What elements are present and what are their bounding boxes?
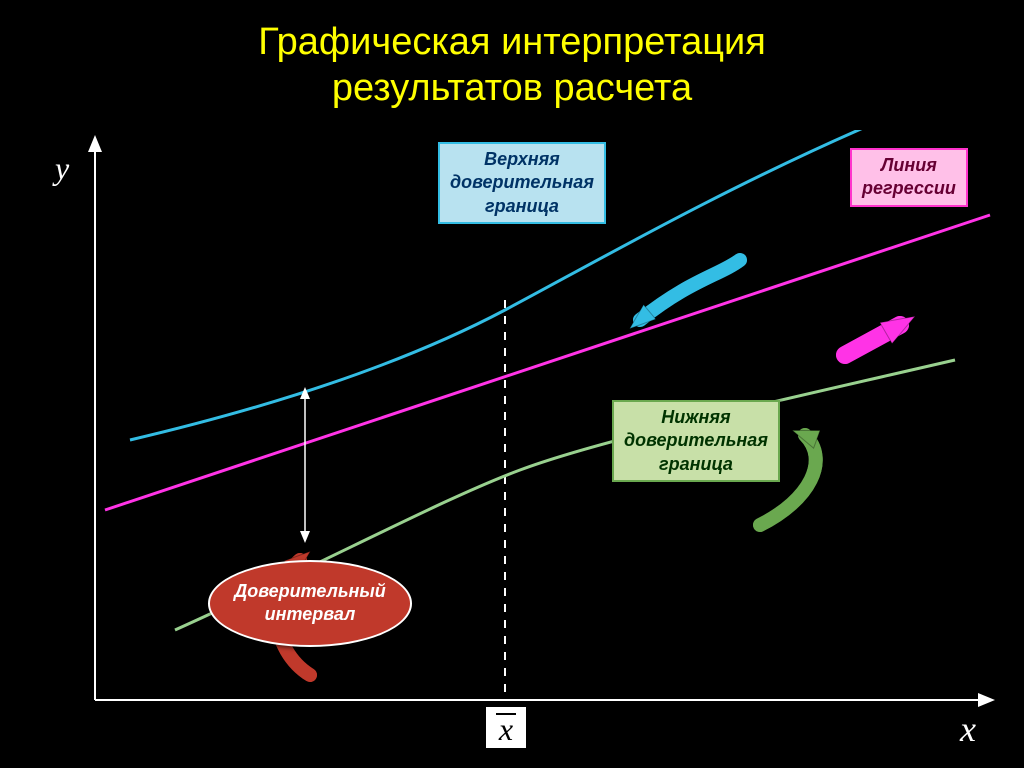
callout-confidence-interval: Доверительный интервал <box>208 560 412 647</box>
callout-regression-line: Линия регрессии <box>850 148 968 207</box>
x-bar-label: x <box>499 711 513 747</box>
callout-lower-boundary: Нижняя доверительная граница <box>612 400 780 482</box>
title-line-2: результатов расчета <box>332 67 692 109</box>
x-bar-marker: x <box>485 706 527 749</box>
x-axis-label: x <box>960 708 976 750</box>
title-line-1: Графическая интерпретация <box>258 21 766 63</box>
y-axis-label: y <box>55 150 69 187</box>
callout-upper-boundary: Верхняя доверительная граница <box>438 142 606 224</box>
chart-title: Графическая интерпретация результатов ра… <box>0 0 1024 111</box>
